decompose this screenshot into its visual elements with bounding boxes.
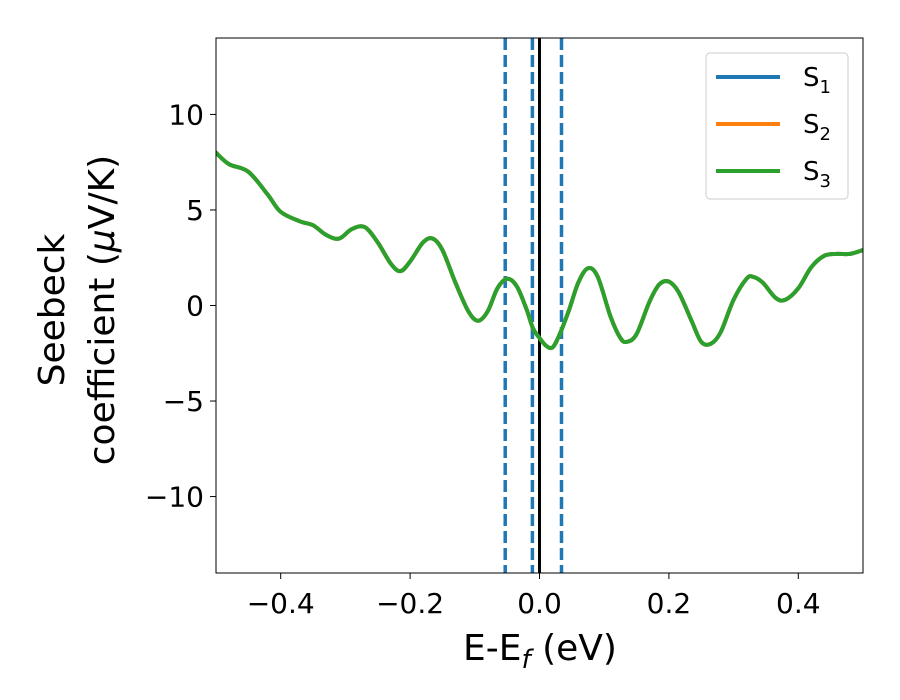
y-axis-label-line2-unit: V/K) <box>82 155 123 229</box>
series-lines <box>216 150 863 351</box>
reference-lines <box>503 38 564 573</box>
y-tick-label: 0 <box>186 290 204 323</box>
y-tick-label: 10 <box>168 98 204 131</box>
x-axis-label-main: E-E <box>463 628 521 669</box>
y-axis-label-line1: Seebeck <box>32 233 73 386</box>
legend-label-s2: S2 <box>803 110 831 145</box>
y-axis-label-line2-mu: μ <box>82 229 123 253</box>
x-tick-label: 0.2 <box>647 587 692 620</box>
x-tick-label: 0.0 <box>517 587 562 620</box>
legend-label-s1: S1 <box>803 63 831 98</box>
legend-label-s3: S3 <box>803 157 831 192</box>
x-tick-label: −0.2 <box>376 587 444 620</box>
y-tick-label: 5 <box>186 194 204 227</box>
x-tick-label: 0.4 <box>776 587 821 620</box>
x-axis-label: E-Ef (eV) <box>463 628 617 675</box>
series-line-s3 <box>216 150 863 351</box>
y-tick-label: −5 <box>163 385 204 418</box>
y-axis-label-line2: coefficient (μV/K) <box>82 155 123 465</box>
y-axis-label-line2-text: coefficient ( <box>82 252 123 465</box>
y-axis-label: Seebeck coefficient (μV/K) <box>32 155 123 465</box>
x-axis-label-unit: (eV) <box>531 628 617 669</box>
y-tick-label: −10 <box>145 481 204 514</box>
legend: S1 S2 S3 <box>705 52 849 200</box>
y-axis: −10 −5 0 5 10 <box>145 98 216 514</box>
x-axis: −0.4 −0.2 0.0 0.2 0.4 <box>247 573 821 620</box>
x-tick-label: −0.4 <box>247 587 315 620</box>
